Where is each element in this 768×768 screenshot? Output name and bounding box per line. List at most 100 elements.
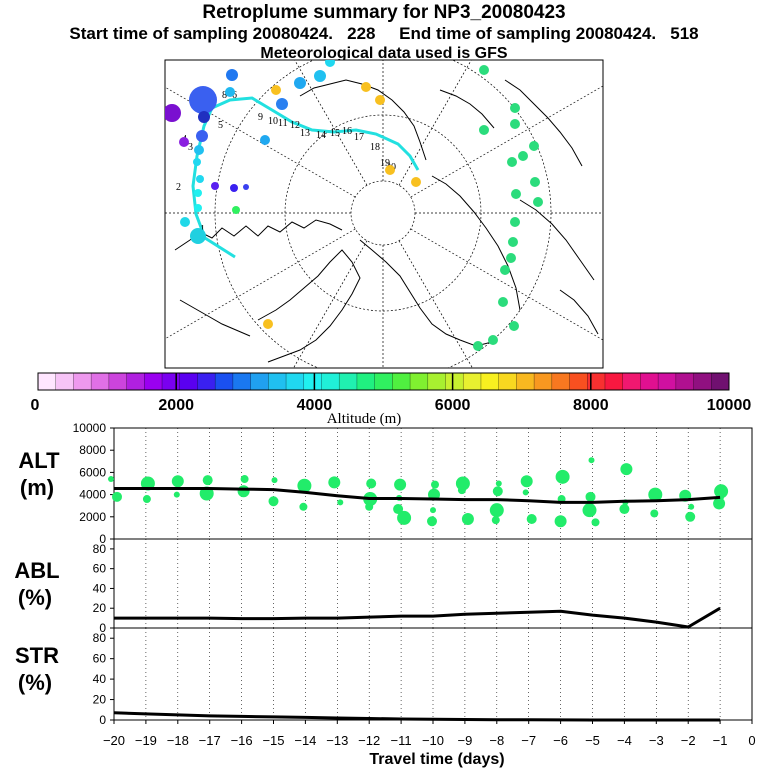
- met-data-label: Meteorological data used is GFS: [260, 45, 508, 62]
- alt-scatter-point-32: [489, 503, 504, 518]
- trajectory-marker-3: [196, 130, 208, 142]
- coastline-5: [519, 199, 595, 281]
- meridian-150: [165, 228, 356, 340]
- colorbar-swatch-23: [445, 373, 464, 390]
- colorbar-swatch-28: [534, 373, 553, 390]
- colorbar-axis-label: Altitude (m): [327, 411, 402, 427]
- alt-scatter-point-41: [585, 491, 596, 502]
- str-axis-unit: (%): [18, 670, 52, 695]
- track-day-label-12: 12: [290, 120, 300, 131]
- abl-series-line: [114, 606, 721, 629]
- colorbar-swatch-14: [286, 373, 305, 390]
- xtick-label-20: 0: [748, 733, 755, 748]
- xtick-label-4: −16: [231, 733, 253, 748]
- colorbar-swatch-16: [321, 373, 340, 390]
- cluster-marker-4: [518, 151, 528, 161]
- xtick-label-15: −5: [585, 733, 600, 748]
- alt-scatter-point-8: [240, 475, 249, 484]
- meridian-120: [293, 240, 368, 368]
- altitude-colorbar: 0 2000 4000 6000 8000 10000 Altitude (m): [31, 372, 751, 427]
- coastline-4: [431, 175, 521, 311]
- alt-series-line: [114, 487, 721, 504]
- alt-scatter-point-14: [328, 476, 341, 489]
- track-day-label-14: 14: [316, 130, 326, 141]
- abl-axis-unit: (%): [18, 585, 52, 610]
- panel-alt: 0 2000 4000 6000 8000 10000 ALT(m): [18, 421, 753, 546]
- cluster-marker-2: [479, 125, 489, 135]
- track-day-label-16: 16: [342, 126, 352, 137]
- alt-scatter-point-39: [554, 515, 567, 528]
- alt-scatter-point-51: [685, 511, 696, 522]
- alt-scatter-point-0: [108, 476, 114, 483]
- cluster-marker-7: [511, 189, 521, 199]
- cluster-marker-17: [479, 65, 489, 75]
- trajectory-marker-11: [226, 69, 238, 81]
- alt-scatter-point-50: [688, 503, 695, 510]
- cluster-marker-8: [533, 197, 543, 207]
- colorbar-swatch-24: [463, 373, 482, 390]
- meridian-330: [410, 85, 603, 198]
- colorbar-tick-label-4: 8000: [573, 397, 609, 414]
- cluster-marker-9: [510, 217, 520, 227]
- colorbar-swatch-19: [374, 373, 393, 390]
- colorbar-swatch-25: [480, 373, 500, 390]
- cluster-marker-10: [508, 237, 518, 247]
- track-day-label-3: 3: [188, 142, 193, 153]
- alt-scatter-point-47: [648, 487, 663, 502]
- alt-ytick-label-3: 6000: [79, 465, 106, 479]
- cluster-marker-11: [506, 253, 516, 263]
- alt-scatter-point-5: [173, 491, 180, 498]
- alt-scatter-point-26: [427, 516, 437, 527]
- map-content: 1234567891011121314151617181920: [165, 60, 603, 368]
- trajectory-marker-13: [276, 98, 288, 110]
- coastline-3: [299, 79, 427, 161]
- alt-scatter-point-27: [455, 476, 470, 491]
- cluster-marker-0: [510, 103, 520, 113]
- track-day-label-15: 15: [330, 128, 340, 139]
- plume-track: [191, 96, 420, 259]
- colorbar-swatch-4: [108, 373, 128, 390]
- coastline-2: [359, 239, 493, 347]
- trajectory-marker-22: [232, 206, 240, 214]
- colorbar-swatch-31: [587, 373, 606, 390]
- alt-scatter-point-1: [112, 491, 122, 502]
- track-day-label-11: 11: [278, 118, 288, 129]
- colorbar-swatch-20: [392, 373, 411, 390]
- alt-ytick-label-0: 0: [99, 532, 106, 546]
- trajectory-marker-19: [211, 182, 219, 190]
- colorbar-swatch-30: [569, 373, 588, 390]
- trajectory-marker-7: [194, 189, 202, 197]
- alt-scatter-point-25: [430, 507, 436, 514]
- cluster-marker-19: [375, 95, 385, 105]
- str-ytick-label-4: 80: [93, 631, 107, 645]
- meridian-30: [410, 228, 603, 341]
- colorbar-swatch-12: [250, 373, 269, 390]
- x-axis-label: Travel time (days): [369, 751, 504, 768]
- str-axis-label: STR: [15, 643, 59, 668]
- str-ytick-label-3: 60: [93, 652, 107, 666]
- trajectory-marker-1: [165, 104, 181, 122]
- alt-scatter-point-11: [268, 496, 279, 507]
- coastline-8: [439, 89, 495, 129]
- alt-scatter-point-18: [365, 502, 374, 511]
- track-day-label-9: 9: [258, 112, 263, 123]
- colorbar-tick-label-2: 4000: [297, 397, 333, 414]
- cluster-marker-12: [500, 265, 510, 275]
- trajectory-marker-18: [179, 137, 189, 147]
- alt-ytick-label-5: 10000: [73, 421, 107, 435]
- xtick-label-6: −14: [294, 733, 316, 748]
- alt-scatter-point-4: [171, 475, 184, 488]
- alt-scatter-point-35: [522, 489, 529, 496]
- xtick-label-2: −18: [167, 733, 189, 748]
- colorbar-swatch-15: [303, 373, 322, 390]
- xtick-label-10: −10: [422, 733, 444, 748]
- coastline-7: [179, 299, 251, 337]
- trajectory-marker-2: [198, 111, 210, 123]
- colorbar-tick-label-1: 2000: [158, 397, 194, 414]
- colorbar-swatch-34: [640, 373, 659, 390]
- trajectory-marker-21: [243, 184, 249, 190]
- colorbar-swatch-35: [658, 373, 677, 390]
- alt-ytick-label-2: 4000: [79, 488, 106, 502]
- colorbar-swatch-26: [498, 373, 517, 390]
- cluster-marker-14: [509, 321, 519, 331]
